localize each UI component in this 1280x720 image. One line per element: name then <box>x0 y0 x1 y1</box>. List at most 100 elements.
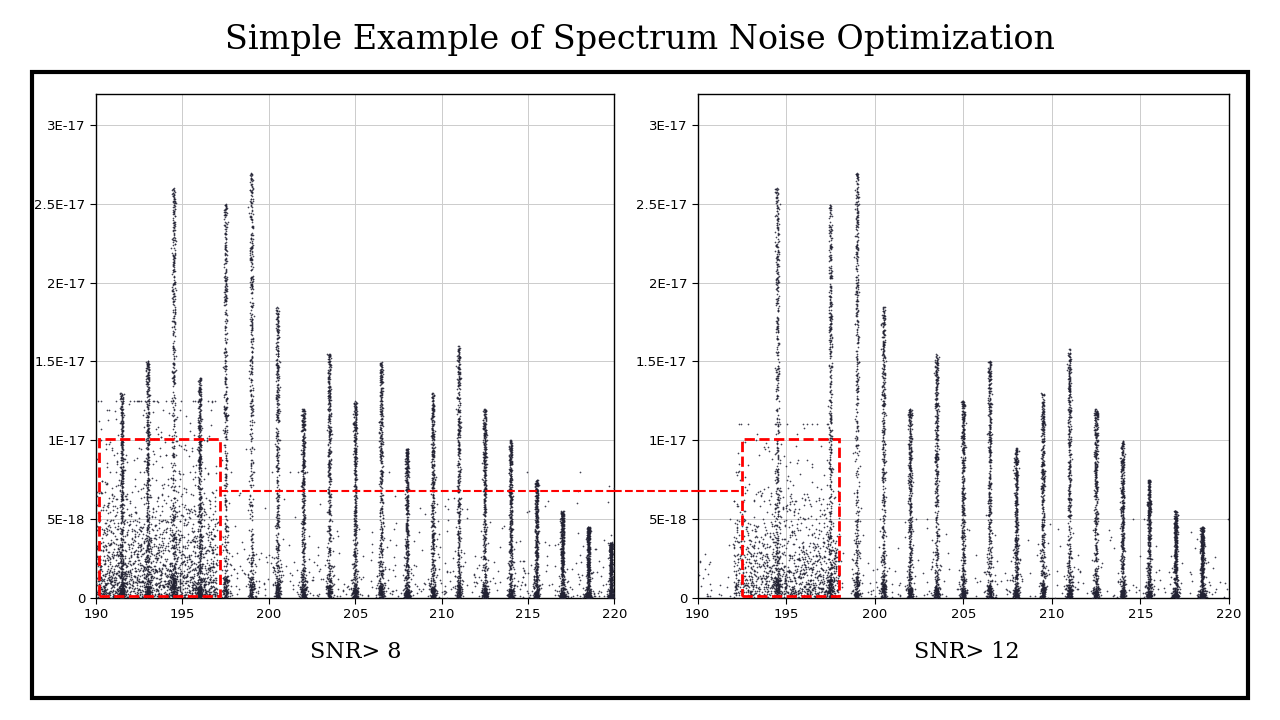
Point <box>292 481 312 492</box>
Point <box>806 513 827 525</box>
Point <box>874 526 895 538</box>
Point <box>527 563 548 575</box>
Point <box>111 582 132 593</box>
Point <box>215 280 236 292</box>
Point <box>160 482 180 493</box>
Point <box>822 577 842 589</box>
Point <box>1114 487 1134 498</box>
Point <box>552 569 572 580</box>
Point <box>1061 411 1082 423</box>
Point <box>847 370 868 382</box>
Point <box>188 516 209 527</box>
Point <box>525 503 545 515</box>
Point <box>164 514 184 526</box>
Point <box>749 558 769 570</box>
Point <box>925 585 946 596</box>
Point <box>872 426 892 437</box>
Point <box>767 542 787 554</box>
Point <box>799 546 819 558</box>
Point <box>755 548 776 559</box>
Point <box>602 591 622 603</box>
Point <box>398 538 419 549</box>
Point <box>1140 475 1161 487</box>
Point <box>954 491 974 503</box>
Point <box>1033 582 1053 593</box>
Point <box>111 392 132 403</box>
Point <box>899 443 919 454</box>
Point <box>526 588 547 599</box>
Point <box>1032 436 1052 447</box>
Point <box>397 588 417 599</box>
Point <box>266 415 287 426</box>
Point <box>600 544 621 555</box>
Point <box>800 586 820 598</box>
Point <box>344 420 365 431</box>
Point <box>1192 574 1212 585</box>
Point <box>952 438 973 450</box>
Point <box>572 592 593 603</box>
Point <box>758 580 778 591</box>
Point <box>1140 573 1161 585</box>
Point <box>448 494 468 505</box>
Point <box>873 564 893 575</box>
Point <box>764 236 785 248</box>
Point <box>182 582 202 593</box>
Point <box>952 442 973 454</box>
Point <box>165 533 186 544</box>
Point <box>134 586 155 598</box>
Point <box>160 576 180 588</box>
Point <box>383 552 403 563</box>
Point <box>122 551 142 562</box>
Point <box>188 510 209 522</box>
Point <box>1114 566 1134 577</box>
Point <box>979 585 1000 596</box>
Point <box>1112 538 1133 549</box>
Point <box>804 544 824 556</box>
Point <box>147 524 168 536</box>
Point <box>372 361 393 373</box>
Point <box>782 525 803 536</box>
Point <box>602 587 622 598</box>
Point <box>902 583 923 595</box>
Point <box>727 557 748 568</box>
Point <box>849 274 869 285</box>
Point <box>600 555 621 567</box>
Point <box>580 591 600 603</box>
Point <box>265 576 285 588</box>
Point <box>134 554 155 565</box>
Point <box>873 553 893 564</box>
Point <box>371 390 392 401</box>
Point <box>134 583 155 595</box>
Point <box>1061 590 1082 602</box>
Point <box>1143 580 1164 592</box>
Point <box>132 549 152 560</box>
Point <box>553 546 573 557</box>
Point <box>216 564 237 576</box>
Point <box>163 285 183 297</box>
Point <box>248 587 269 598</box>
Point <box>371 583 392 595</box>
Point <box>1190 546 1211 557</box>
Point <box>1165 546 1185 558</box>
Point <box>118 555 138 567</box>
Point <box>769 497 790 508</box>
Point <box>810 440 831 451</box>
Point <box>980 438 1001 450</box>
Point <box>600 575 621 587</box>
Point <box>448 444 468 455</box>
Point <box>767 592 787 603</box>
Point <box>474 584 494 595</box>
Point <box>847 355 868 366</box>
Point <box>188 423 209 435</box>
Point <box>728 536 749 547</box>
Point <box>577 571 598 582</box>
Point <box>137 367 157 379</box>
Point <box>980 359 1001 371</box>
Point <box>874 328 895 340</box>
Point <box>846 230 867 242</box>
Point <box>163 577 183 589</box>
Point <box>471 585 492 597</box>
Point <box>269 578 289 590</box>
Point <box>422 459 443 471</box>
Point <box>1192 559 1212 570</box>
